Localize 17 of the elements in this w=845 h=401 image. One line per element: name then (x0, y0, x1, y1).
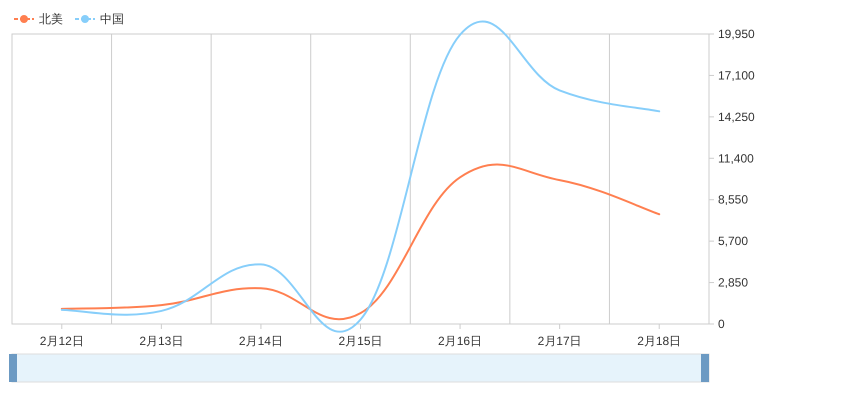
legend-label: 北美 (39, 12, 63, 26)
y-tick-label: 19,950 (718, 27, 756, 41)
x-tick-label: 2月14日 (238, 334, 283, 348)
x-tick-label: 2月13日 (139, 334, 184, 348)
x-tick-label: 2月18日 (637, 334, 682, 348)
x-tick-label: 2月16日 (438, 334, 482, 348)
x-tick-label: 2月15日 (338, 334, 383, 348)
legend-label: 中国 (100, 12, 124, 26)
y-tick-label: 5,700 (718, 234, 748, 248)
y-tick-label: 17,100 (718, 68, 756, 82)
y-tick-label: 8,550 (718, 192, 748, 207)
x-tick-label: 2月12日 (40, 334, 84, 348)
y-tick-label: 0 (718, 317, 725, 331)
y-tick-label: 2,850 (718, 276, 748, 290)
x-tick-label: 2月17日 (538, 334, 582, 348)
y-tick-label: 11,400 (718, 151, 754, 166)
y-tick-label: 14,250 (718, 110, 756, 124)
